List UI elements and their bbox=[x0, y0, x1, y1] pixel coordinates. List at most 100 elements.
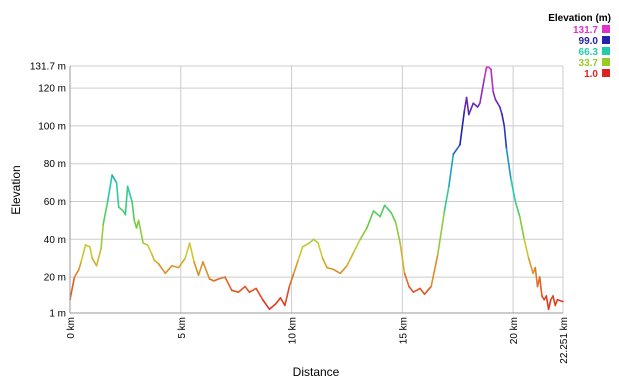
y-tick-label-6: 120 m bbox=[38, 84, 66, 95]
profile-segment-67 bbox=[394, 221, 401, 244]
profile-segment-71 bbox=[412, 287, 421, 294]
profile-segment-105 bbox=[538, 276, 543, 297]
profile-segment-26 bbox=[164, 264, 173, 275]
profile-segment-40 bbox=[244, 285, 251, 294]
profile-segment-111 bbox=[552, 295, 557, 307]
profile-segment-33 bbox=[202, 261, 211, 280]
profile-segment-34 bbox=[208, 278, 215, 282]
grid bbox=[69, 65, 564, 314]
legend: Elevation (m) 131.799.066.333.71.0 bbox=[548, 13, 611, 80]
profile-segment-13 bbox=[117, 206, 124, 212]
profile-segment-94 bbox=[501, 113, 506, 127]
legend-swatch-4 bbox=[602, 69, 610, 77]
y-tick-label-0: 1 m bbox=[49, 309, 66, 320]
profile-segment-53 bbox=[312, 238, 319, 244]
profile-segment-3 bbox=[80, 244, 87, 263]
profile-segment-20 bbox=[137, 219, 144, 244]
legend-label-4: 1.0 bbox=[584, 69, 598, 80]
profile-segment-43 bbox=[261, 298, 271, 311]
profile-segment-30 bbox=[188, 242, 195, 263]
profile-segment-39 bbox=[237, 285, 246, 294]
profile-segment-58 bbox=[339, 264, 348, 275]
profile-segment-44 bbox=[268, 302, 277, 311]
profile-segment-96 bbox=[505, 147, 512, 180]
profile-segment-62 bbox=[366, 210, 375, 229]
x-axis-title: Distance bbox=[293, 365, 340, 376]
x-tick-label-2: 10 km bbox=[288, 317, 299, 344]
profile-segment-24 bbox=[153, 259, 160, 265]
profile-segment-49 bbox=[292, 259, 300, 275]
profile-segment-45 bbox=[275, 297, 282, 305]
profile-segment-113 bbox=[556, 298, 564, 303]
profile-segment-42 bbox=[255, 287, 264, 301]
profile-segment-32 bbox=[197, 261, 204, 277]
profile-segment-66 bbox=[390, 212, 397, 224]
profile-segment-76 bbox=[443, 185, 450, 212]
legend-label-3: 33.7 bbox=[579, 58, 599, 69]
profile-segment-64 bbox=[379, 204, 386, 218]
profile-segment-38 bbox=[230, 289, 240, 294]
profile-segment-56 bbox=[326, 266, 335, 271]
legend-label-2: 66.3 bbox=[579, 47, 599, 58]
profile-segment-48 bbox=[288, 272, 295, 288]
profile-segment-37 bbox=[224, 276, 233, 292]
profile-segment-12 bbox=[115, 181, 120, 208]
profile-segment-109 bbox=[547, 298, 552, 311]
y-tick-label-2: 40 m bbox=[44, 235, 66, 246]
x-tick-label-5: 22.251 km bbox=[559, 317, 570, 364]
profile-segment-57 bbox=[332, 268, 342, 275]
profile-segment-31 bbox=[193, 261, 200, 277]
profile-segment-65 bbox=[383, 204, 393, 214]
profile-segment-98 bbox=[514, 200, 521, 218]
profile-segment-16 bbox=[126, 185, 133, 203]
profile-segment-93 bbox=[499, 106, 503, 116]
y-tick-label-1: 20 m bbox=[44, 273, 66, 284]
profile-segment-23 bbox=[151, 253, 155, 261]
x-tick-label-0: 0 km bbox=[66, 317, 77, 339]
profile-segment-21 bbox=[142, 242, 149, 246]
profile-segment-85 bbox=[479, 77, 486, 105]
profile-segment-78 bbox=[452, 144, 461, 156]
profile-segment-29 bbox=[184, 242, 191, 259]
profile-segment-89 bbox=[490, 68, 494, 93]
profile-segment-100 bbox=[523, 238, 530, 259]
profile-segment-8 bbox=[100, 223, 105, 250]
x-tick-label-4: 20 km bbox=[509, 317, 520, 344]
profile-segment-81 bbox=[465, 96, 470, 116]
profile-segment-25 bbox=[157, 263, 167, 275]
profile-segment-5 bbox=[89, 246, 93, 259]
y-axis-title: Elevation bbox=[9, 165, 23, 214]
profile-segment-7 bbox=[95, 247, 102, 267]
profile-segment-50 bbox=[297, 246, 304, 261]
profile-segment-17 bbox=[131, 200, 136, 222]
profile-segment-6 bbox=[91, 257, 98, 267]
profile-segment-54 bbox=[317, 242, 324, 259]
axes bbox=[69, 66, 563, 314]
profile-segment-28 bbox=[177, 257, 187, 269]
profile-segment-72 bbox=[419, 287, 426, 295]
profile-segment-68 bbox=[399, 242, 406, 275]
y-tick-label-3: 60 m bbox=[44, 197, 66, 208]
profile-segment-112 bbox=[554, 298, 559, 307]
profile-segment-9 bbox=[102, 200, 109, 225]
profile-segment-46 bbox=[279, 297, 286, 307]
profile-segment-22 bbox=[146, 244, 153, 256]
x-tick-labels: 0 km 5 km 10 km 15 km 20 km 22.251 km bbox=[66, 317, 570, 364]
y-tick-labels: 1 m 20 m 40 m 60 m 80 m 100 m 120 m 131.7 m bbox=[30, 62, 66, 320]
profile-segment-97 bbox=[510, 178, 517, 203]
profile-segment-108 bbox=[545, 295, 550, 311]
profile-segment-15 bbox=[124, 185, 129, 216]
y-tick-label-4: 80 m bbox=[44, 159, 66, 170]
profile-segment-74 bbox=[430, 253, 439, 288]
profile-segment-52 bbox=[308, 238, 315, 244]
profile-segment-2 bbox=[78, 261, 82, 271]
profile-segment-11 bbox=[111, 174, 118, 184]
elevation-profile bbox=[69, 66, 564, 311]
profile-segment-69 bbox=[403, 272, 410, 288]
profile-segment-41 bbox=[248, 287, 257, 294]
legend-swatch-3 bbox=[602, 58, 610, 66]
legend-swatch-0 bbox=[602, 25, 610, 33]
profile-segment-61 bbox=[359, 227, 368, 241]
profile-segment-47 bbox=[284, 285, 291, 307]
